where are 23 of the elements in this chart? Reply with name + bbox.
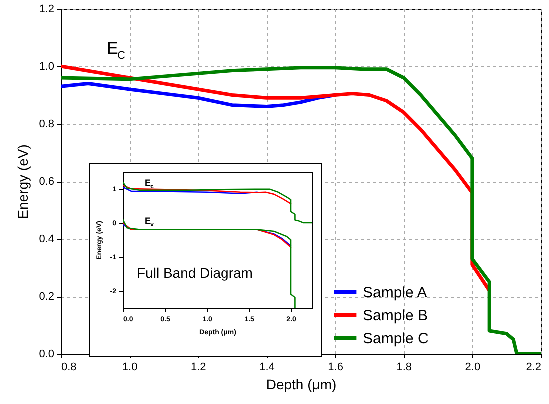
- y-axis-title: Energy (eV): [15, 144, 32, 220]
- x-tick-label: 1.0: [122, 362, 138, 374]
- y-tick-label: 0.8: [39, 118, 54, 130]
- line-series: [123, 218, 296, 308]
- x-tick-label: 1.8: [396, 362, 412, 374]
- x-tick-label: 2.2: [526, 362, 542, 374]
- x-tick-label: 1.4: [260, 362, 275, 374]
- legend-label: Sample B: [363, 308, 428, 324]
- x-axis-title: Depth (μm): [266, 376, 337, 392]
- y-tick-label: 1.2: [39, 4, 54, 16]
- annotation: Full Band Diagram: [137, 265, 253, 281]
- y-tick-label: 0.6: [39, 176, 54, 188]
- x-tick-label: 1.2: [190, 362, 206, 374]
- legend-label: Sample A: [363, 284, 428, 302]
- y-tick-label: 0.0: [39, 348, 54, 360]
- y-tick-label: 1.0: [39, 61, 54, 73]
- y-tick-label: 0.2: [39, 291, 54, 303]
- x-tick-label: 2.0: [465, 362, 481, 374]
- line-series: [123, 182, 312, 224]
- legend-label: Sample C: [363, 330, 430, 348]
- x-tick-label: 1.6: [328, 362, 344, 374]
- y-tick-label: 0.4: [39, 234, 54, 246]
- x-tick-label: 0.8: [62, 362, 77, 374]
